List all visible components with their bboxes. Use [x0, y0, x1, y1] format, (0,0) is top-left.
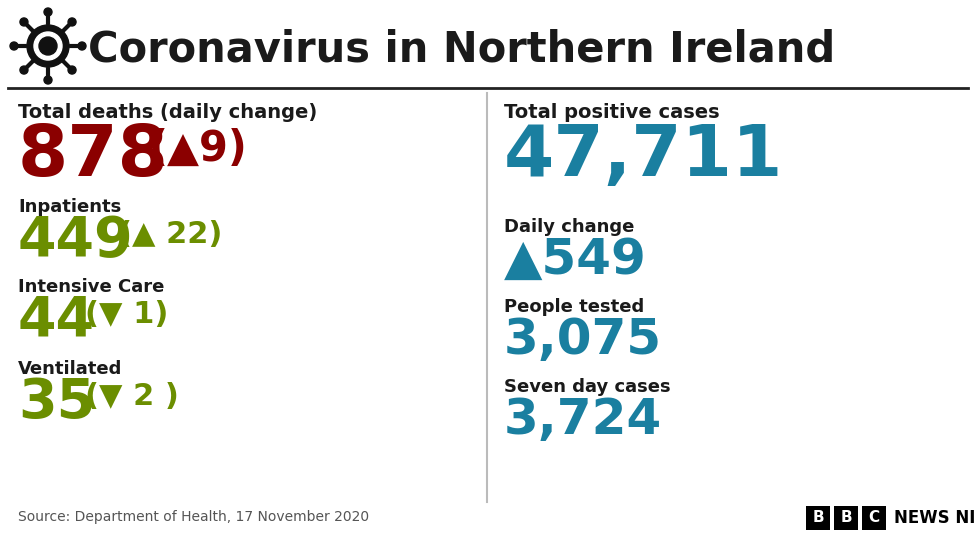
- Text: 449: 449: [18, 214, 134, 268]
- Text: (▼ 2 ): (▼ 2 ): [85, 382, 179, 411]
- Circle shape: [20, 18, 28, 26]
- Circle shape: [20, 66, 28, 74]
- Text: Seven day cases: Seven day cases: [504, 378, 671, 396]
- Circle shape: [27, 25, 69, 67]
- Text: Coronavirus in Northern Ireland: Coronavirus in Northern Ireland: [88, 29, 835, 71]
- Text: Intensive Care: Intensive Care: [18, 278, 164, 296]
- Text: 3,724: 3,724: [504, 396, 663, 444]
- FancyBboxPatch shape: [862, 506, 886, 530]
- Circle shape: [34, 32, 62, 60]
- Text: ▲549: ▲549: [504, 236, 647, 284]
- Text: 47,711: 47,711: [504, 122, 784, 191]
- Circle shape: [44, 76, 52, 84]
- Text: 44: 44: [18, 294, 95, 348]
- Circle shape: [10, 42, 18, 50]
- Circle shape: [68, 66, 76, 74]
- Text: Source: Department of Health, 17 November 2020: Source: Department of Health, 17 Novembe…: [18, 510, 369, 524]
- Text: Inpatients: Inpatients: [18, 198, 121, 216]
- Text: (▲9): (▲9): [148, 128, 247, 170]
- Text: B: B: [840, 511, 852, 525]
- Circle shape: [68, 18, 76, 26]
- Text: 3,075: 3,075: [504, 316, 662, 364]
- Text: C: C: [869, 511, 879, 525]
- Text: Ventilated: Ventilated: [18, 360, 122, 378]
- Text: Total deaths (daily change): Total deaths (daily change): [18, 103, 317, 122]
- Text: 878: 878: [18, 122, 169, 191]
- Circle shape: [44, 8, 52, 16]
- Text: Daily change: Daily change: [504, 218, 634, 236]
- Text: B: B: [812, 511, 824, 525]
- FancyBboxPatch shape: [834, 506, 858, 530]
- Text: (▲ 22): (▲ 22): [118, 220, 223, 249]
- Text: People tested: People tested: [504, 298, 644, 316]
- Text: Total positive cases: Total positive cases: [504, 103, 719, 122]
- Text: NEWS NI: NEWS NI: [894, 509, 975, 527]
- Circle shape: [78, 42, 86, 50]
- Circle shape: [39, 37, 57, 55]
- FancyBboxPatch shape: [806, 506, 830, 530]
- Text: 35: 35: [18, 376, 96, 430]
- Text: (▼ 1): (▼ 1): [85, 300, 169, 329]
